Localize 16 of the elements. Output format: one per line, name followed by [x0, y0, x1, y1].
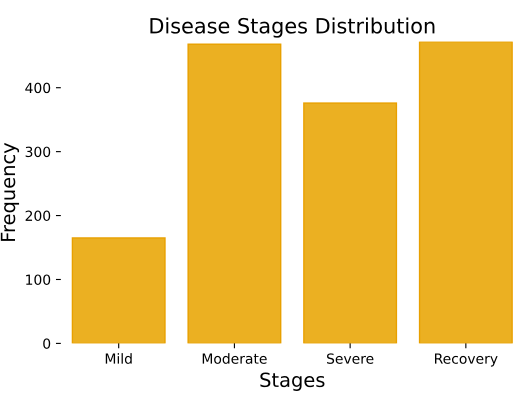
y-tick-label: 100 [26, 274, 50, 285]
y-tick-label: 400 [25, 82, 50, 94]
bar [72, 237, 166, 344]
x-tick-label: Mild [106, 353, 132, 364]
chart-title: Disease Stages Distribution [150, 18, 434, 38]
x-tick-label: Recovery [435, 354, 498, 367]
x-tick-label: Severe [327, 353, 374, 364]
y-tick-label: 0 [43, 338, 50, 349]
bar [187, 44, 282, 344]
x-tick-label: Moderate [202, 353, 267, 364]
x-axis-title: Stages [260, 372, 324, 391]
y-axis-title: Frequency [0, 142, 20, 241]
bar [303, 102, 398, 344]
y-tick-label: 200 [26, 210, 50, 222]
bar [418, 42, 513, 344]
y-tick-label: 300 [26, 146, 50, 158]
